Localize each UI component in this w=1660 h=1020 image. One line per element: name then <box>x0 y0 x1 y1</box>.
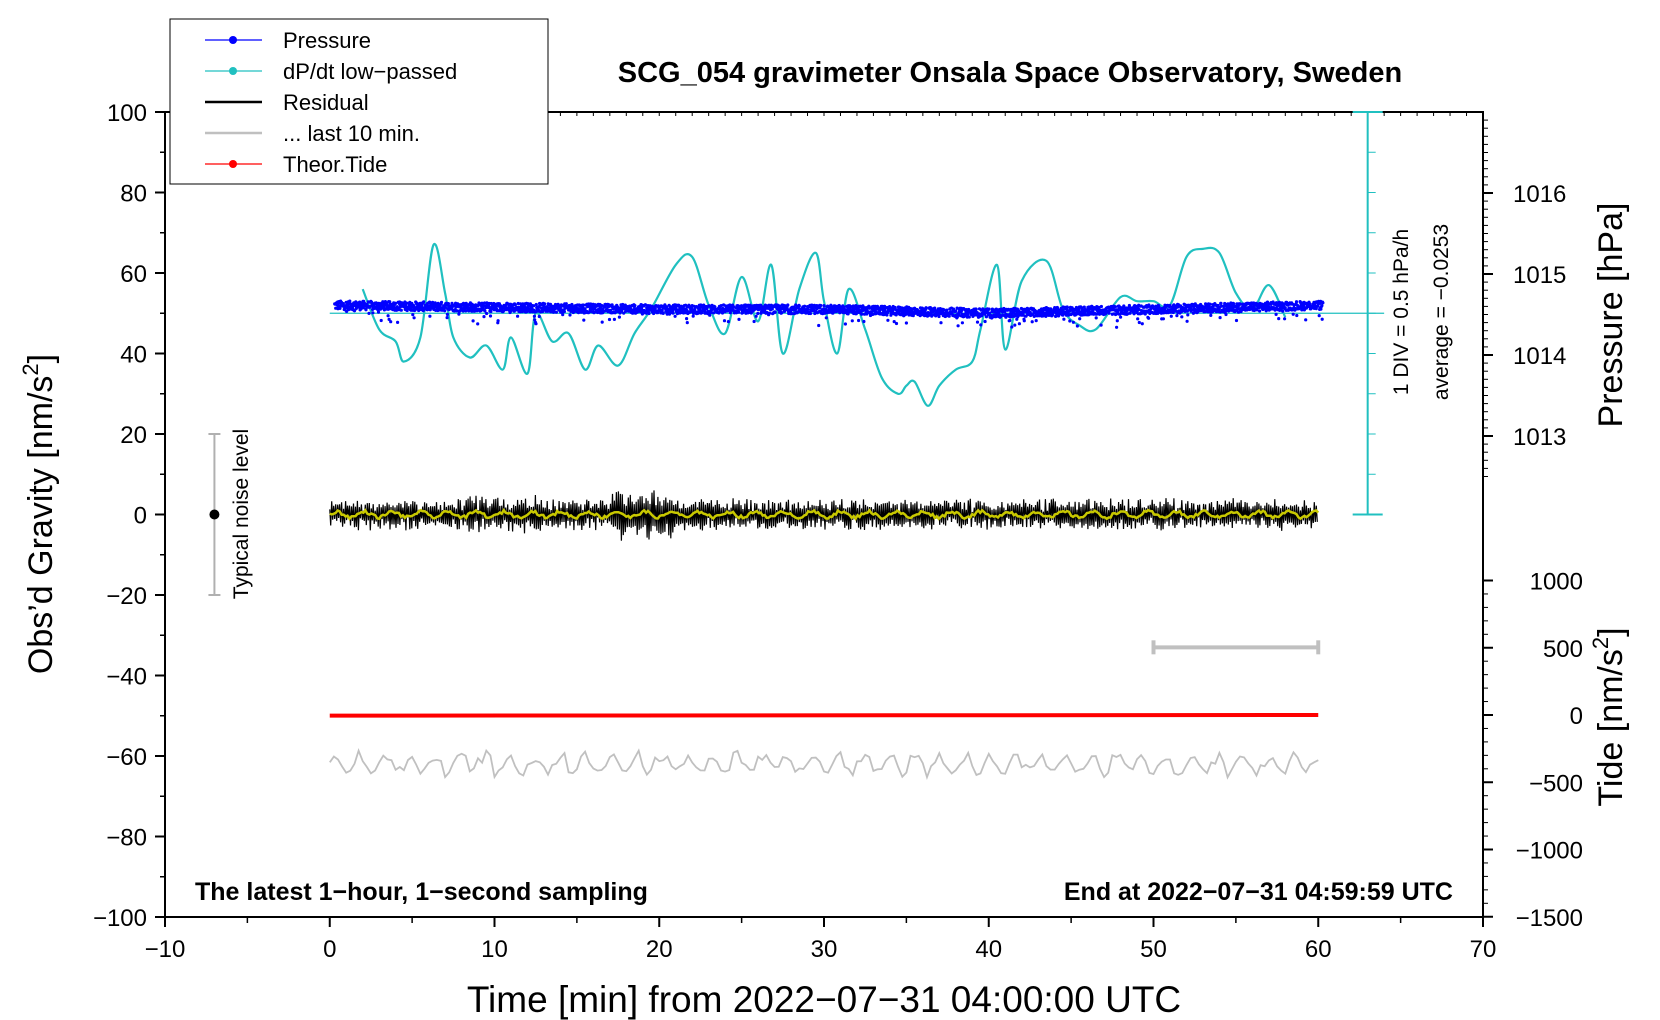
legend-items: Pressure dP/dt low−passed Residual ... last… <box>205 28 457 177</box>
gravity-tick-label: 80 <box>120 181 147 208</box>
y-axis-label-gravity: Obs’d Gravity [nm/s2] <box>18 354 60 674</box>
tide-tick-label: 500 <box>1543 636 1583 663</box>
pressure-tick-label: 1016 <box>1513 181 1566 208</box>
tide-axis-ticks: −1500 −1000 −500 0 500 1000 <box>1483 569 1583 932</box>
x-axis-label: Time [min] from 2022−07−31 04:00:00 UTC <box>467 979 1181 1020</box>
gravity-axis-ticks: −100 −80 −60 −40 −20 0 20 40 60 80 100 <box>93 100 165 932</box>
legend-label: Theor.Tide <box>283 152 387 177</box>
legend-label: ... last 10 min. <box>283 121 420 146</box>
gravity-tick-label: 60 <box>120 261 147 288</box>
legend-swatch-dot <box>229 36 237 44</box>
series-layer <box>329 242 1325 781</box>
pressure-tick-label: 1014 <box>1513 343 1566 370</box>
pressure-axis-ticks: 1013 1014 1015 1016 <box>1483 119 1566 477</box>
tide-tick-label: 0 <box>1570 703 1583 730</box>
pressure-dots <box>333 299 1325 329</box>
dpdt-scale-label: 1 DIV = 0.5 hPa/h <box>1390 229 1413 395</box>
noise-indicator <box>208 433 221 596</box>
y-axis-label-tide-text: Tide [nm/s <box>1592 649 1630 806</box>
tide-tick-label: −500 <box>1529 770 1583 797</box>
time-tick-label: 70 <box>1470 936 1497 963</box>
time-tick-label: 20 <box>646 936 673 963</box>
gravity-tick-label: 40 <box>120 342 147 369</box>
tide-tick-label: −1000 <box>1516 838 1583 865</box>
time-tick-label: 40 <box>975 936 1002 963</box>
y-axis-label-gravity-text: Obs’d Gravity [nm/s <box>22 376 60 675</box>
gravity-tick-label: −100 <box>93 905 147 932</box>
time-tick-label: 10 <box>481 936 508 963</box>
time-tick-label: 0 <box>323 936 336 963</box>
pressure-tick-label: 1013 <box>1513 424 1566 451</box>
y-axis-label-tide: Tide [nm/s2] <box>1588 627 1630 806</box>
legend-label: Pressure <box>283 28 371 53</box>
last-10-min-curve <box>329 747 1319 781</box>
pressure-series <box>333 299 1325 329</box>
gravity-tick-label: −40 <box>106 664 147 691</box>
gravity-tick-label: −20 <box>106 583 147 610</box>
tide-tick-label: −1500 <box>1516 905 1583 932</box>
dpdt-average-label: average = −0.0253 <box>1430 224 1453 400</box>
pressure-tick-label: 1015 <box>1513 262 1566 289</box>
legend-label: dP/dt low−passed <box>283 59 457 84</box>
y-axis-label-gravity-sup: 2 <box>18 363 43 375</box>
theor-tide-line <box>329 713 1319 718</box>
time-tick-label: 50 <box>1140 936 1167 963</box>
gravity-tick-label: −60 <box>106 744 147 771</box>
noise-center-dot <box>209 509 220 520</box>
time-tick-label: −10 <box>145 936 186 963</box>
y-axis-label-tide-end: ] <box>1592 627 1630 636</box>
noise-level-label: Typical noise level <box>230 429 253 599</box>
legend-label: Residual <box>283 90 369 115</box>
annotation-sampling: The latest 1−hour, 1−second sampling <box>195 878 648 906</box>
gravity-tick-label: −80 <box>106 825 147 852</box>
gravity-tick-label: 100 <box>107 100 147 127</box>
time-axis-ticks: −10 0 10 20 30 40 50 60 70 <box>145 112 1497 963</box>
y-axis-label-tide-sup: 2 <box>1588 637 1613 649</box>
legend-swatch-dot <box>229 160 237 168</box>
gravity-tick-label: 0 <box>134 503 147 530</box>
time-tick-label: 30 <box>811 936 838 963</box>
legend-swatch-dot <box>229 67 237 75</box>
gravity-tick-label: 20 <box>120 422 147 449</box>
dpdt-lowpassed-curve <box>361 242 1287 407</box>
annotation-end-time: End at 2022−07−31 04:59:59 UTC <box>1064 878 1453 906</box>
residual-smoothed-curve <box>329 507 1320 521</box>
time-tick-label: 60 <box>1305 936 1332 963</box>
y-axis-label-gravity-end: ] <box>22 354 60 363</box>
chart-title: SCG_054 gravimeter Onsala Space Observat… <box>618 57 1402 89</box>
y-axis-label-pressure: Pressure [hPa] <box>1592 203 1630 428</box>
legend: Pressure dP/dt low−passed Residual ... last… <box>169 18 549 185</box>
tide-tick-label: 1000 <box>1530 569 1583 596</box>
